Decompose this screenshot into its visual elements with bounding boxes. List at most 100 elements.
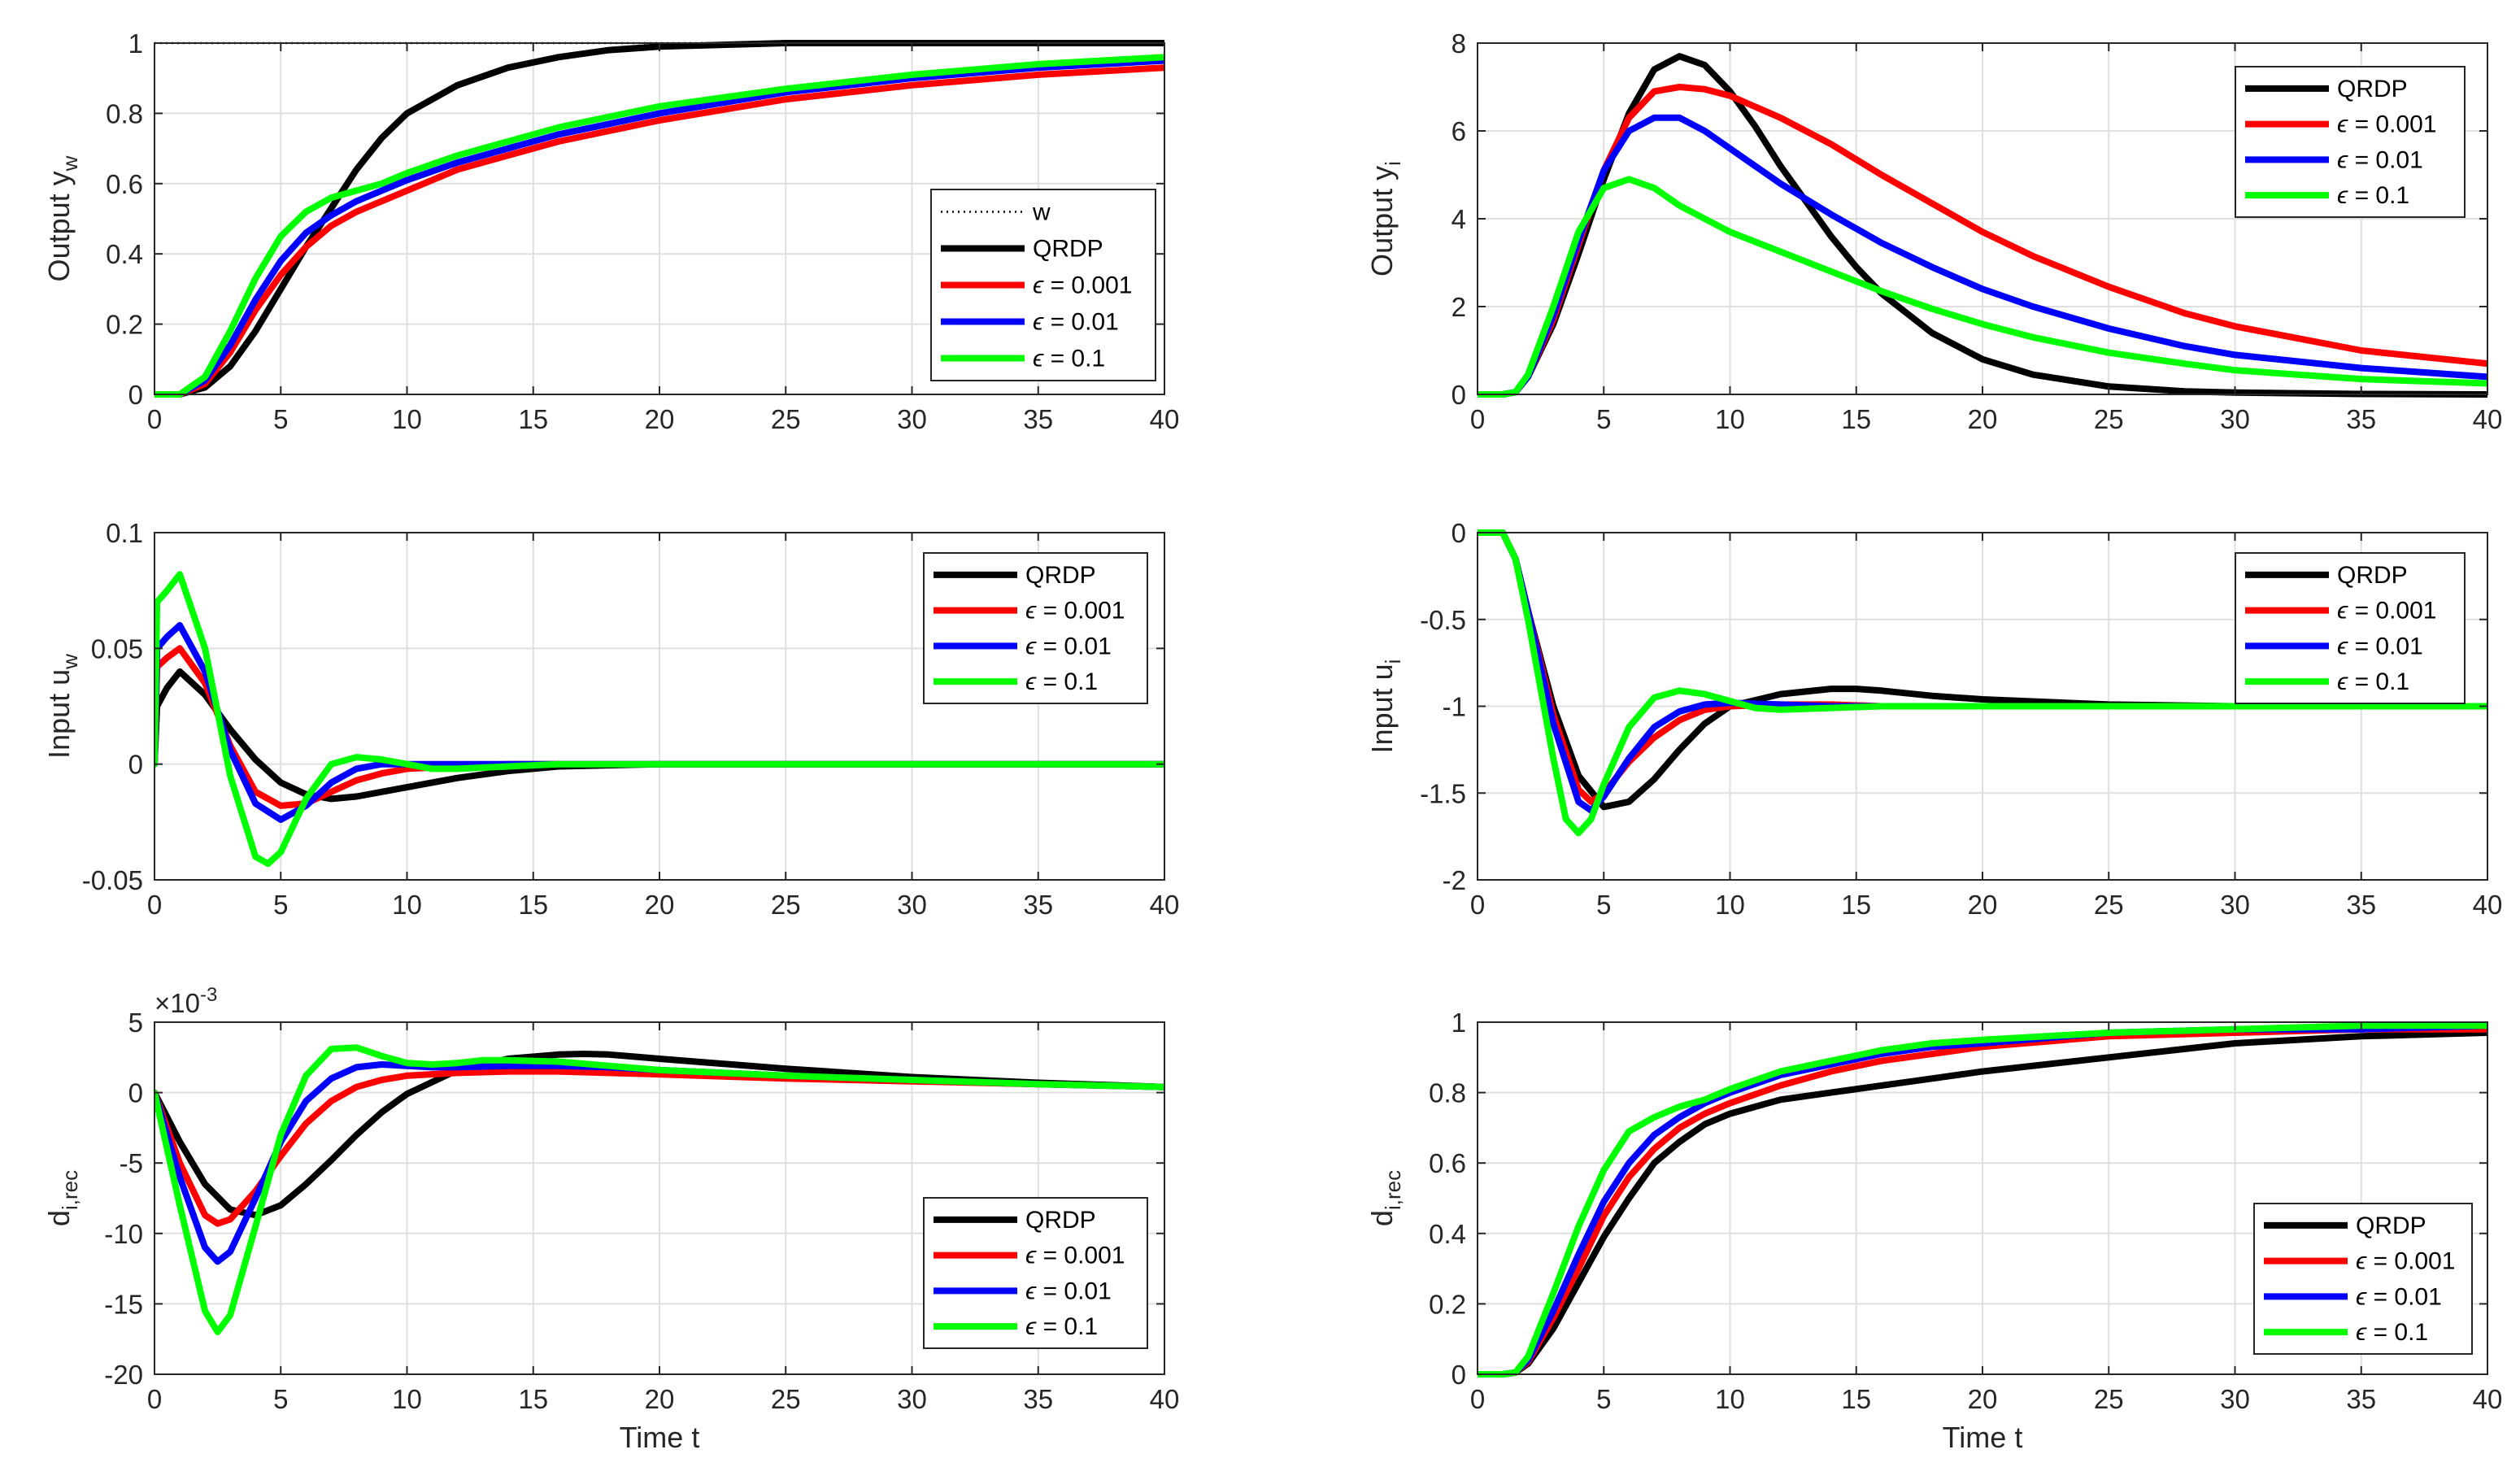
x-tick-label: 0 (1470, 404, 1485, 434)
y-tick-label: 0 (128, 750, 143, 780)
x-tick-label: 35 (1023, 1384, 1053, 1414)
y-tick-label: 0 (1452, 518, 1466, 548)
legend: QRDP ϵ = 0.001 ϵ = 0.01 ϵ = 0.1 (2235, 66, 2466, 218)
x-tick-label: 40 (1150, 890, 1180, 920)
legend-label-QRDP: QRDP (2337, 562, 2408, 589)
series-line-eps0.1 (1478, 529, 2487, 837)
x-tick-label: 40 (1150, 404, 1180, 434)
legend-label-QRDP: QRDP (2337, 76, 2408, 102)
x-tick-label: 30 (897, 1384, 927, 1414)
x-tick-label: 25 (771, 1384, 801, 1414)
legend: QRDP ϵ = 0.001 ϵ = 0.01 ϵ = 0.1 (923, 552, 1148, 704)
subplot-6: 0 5 10 15 20 25 30 35 40 0 0.2 0.4 0.6 0.8 1 di,rec Time… (1365, 1008, 2502, 1454)
legend-label-eps0.1: ϵ = 0.1 (2356, 1319, 2428, 1346)
series-line-eps0.001 (155, 1068, 1164, 1227)
x-tick-label: 30 (2220, 404, 2250, 434)
legend-label-QRDP: QRDP (1025, 1207, 1096, 1234)
x-tick-label: 40 (2473, 890, 2503, 920)
x-axis-label: Time t (620, 1421, 700, 1454)
x-tick-label: 5 (1596, 1384, 1611, 1414)
y-tick-label: 0.6 (1429, 1148, 1466, 1178)
y-tick-label: 0 (128, 1078, 143, 1108)
x-tick-label: 15 (518, 1384, 548, 1414)
y-tick-label: -2 (1443, 865, 1466, 895)
legend-label-eps0.001: ϵ = 0.001 (1025, 1243, 1125, 1269)
x-tick-label: 20 (645, 1384, 675, 1414)
x-axis-label: Time t (1943, 1421, 2023, 1454)
legend: QRDP ϵ = 0.001 ϵ = 0.01 ϵ = 0.1 (2235, 552, 2466, 704)
x-tick-label: 20 (1968, 404, 1998, 434)
legend-label-eps0.001: ϵ = 0.001 (2337, 111, 2437, 138)
x-tick-label: 25 (771, 890, 801, 920)
y-tick-label: -20 (104, 1360, 143, 1390)
y-tick-label: 0.05 (91, 633, 143, 664)
legend-label-eps0.001: ϵ = 0.001 (1025, 598, 1125, 625)
y-tick-label: 0.2 (106, 310, 143, 340)
x-tick-label: 10 (1715, 404, 1745, 434)
x-tick-label: 5 (1596, 890, 1611, 920)
x-tick-label: 25 (2094, 1384, 2124, 1414)
x-tick-label: 30 (2220, 1384, 2250, 1414)
x-tick-label: 5 (273, 890, 288, 920)
y-tick-label: -1 (1443, 692, 1466, 722)
x-tick-label: 10 (1715, 890, 1745, 920)
x-tick-label: 10 (392, 890, 422, 920)
x-tick-label: 25 (2094, 404, 2124, 434)
x-tick-label: 0 (1470, 890, 1485, 920)
x-tick-label: 35 (2346, 1384, 2376, 1414)
x-tick-label: 30 (2220, 890, 2250, 920)
series-line-eps0.1 (1478, 1022, 2487, 1378)
series-line-eps0.1 (155, 54, 1164, 398)
subplot-2: 0 5 10 15 20 25 30 35 40 0 2 4 6 8 Output yi QRDP ϵ = 0.… (1365, 28, 2502, 434)
y-tick-label: -1.5 (1420, 778, 1466, 808)
y-axis-label: Input ui (1365, 659, 1405, 754)
legend-label-eps0.01: ϵ = 0.01 (1033, 309, 1119, 336)
series-line-eps0.01 (155, 57, 1164, 398)
subplot-1: 0 5 10 15 20 25 30 35 40 0 0.2 0.4 0.6 0.8 1 Output yw w… (42, 28, 1179, 434)
x-tick-label: 5 (273, 1384, 288, 1414)
x-tick-label: 40 (1150, 1384, 1180, 1414)
y-tick-label: 1 (1452, 1008, 1466, 1038)
x-tick-label: 35 (2346, 890, 2376, 920)
legend-label-QRDP: QRDP (1033, 236, 1103, 263)
y-axis-label: Output yi (1365, 161, 1405, 276)
x-tick-label: 0 (147, 1384, 162, 1414)
legend: QRDP ϵ = 0.001 ϵ = 0.01 ϵ = 0.1 (923, 1197, 1148, 1349)
legend-label-QRDP: QRDP (2356, 1212, 2426, 1239)
legend-label-eps0.01: ϵ = 0.01 (2356, 1283, 2442, 1310)
y-tick-label: 0.8 (106, 98, 143, 128)
y-tick-label: -0.05 (82, 865, 143, 895)
legend-label-eps0.1: ϵ = 0.1 (1025, 1313, 1098, 1340)
legend: QRDP ϵ = 0.001 ϵ = 0.01 ϵ = 0.1 (2253, 1203, 2473, 1355)
x-tick-label: 5 (1596, 404, 1611, 434)
x-tick-label: 0 (1470, 1384, 1485, 1414)
y-tick-label: 2 (1452, 292, 1466, 322)
y-tick-label: 6 (1452, 116, 1466, 146)
x-tick-label: 20 (645, 404, 675, 434)
x-tick-label: 10 (392, 404, 422, 434)
x-tick-label: 20 (1968, 890, 1998, 920)
series-line-eps0.001 (155, 64, 1164, 398)
x-tick-label: 25 (771, 404, 801, 434)
y-tick-label: 0 (1452, 380, 1466, 410)
subplot-5: 0 5 10 15 20 25 30 35 40 -20 -15 -10 -5 0 5 ×10-3 di,rec… (42, 984, 1179, 1454)
x-tick-label: 0 (147, 890, 162, 920)
legend-label-eps0.01: ϵ = 0.01 (1025, 1278, 1112, 1304)
series-line-eps0.1 (155, 571, 1164, 868)
y-tick-label: 0.4 (106, 239, 143, 269)
series-line-eps0.1 (1478, 176, 2487, 398)
legend-label-eps0.1: ϵ = 0.1 (2337, 182, 2409, 209)
y-tick-label: -5 (120, 1148, 143, 1178)
legend-label-w: w (1032, 199, 1051, 226)
x-tick-label: 0 (147, 404, 162, 434)
legend-label-eps0.01: ϵ = 0.01 (2337, 633, 2423, 659)
legend-label-eps0.001: ϵ = 0.001 (2356, 1248, 2456, 1275)
y-tick-label: 0.8 (1429, 1078, 1466, 1108)
legend-label-eps0.001: ϵ = 0.001 (2337, 598, 2437, 625)
x-tick-label: 40 (2473, 404, 2503, 434)
y-tick-label: 0.2 (1429, 1289, 1466, 1319)
y-tick-label: 4 (1452, 204, 1466, 234)
y-tick-label: 8 (1452, 28, 1466, 59)
